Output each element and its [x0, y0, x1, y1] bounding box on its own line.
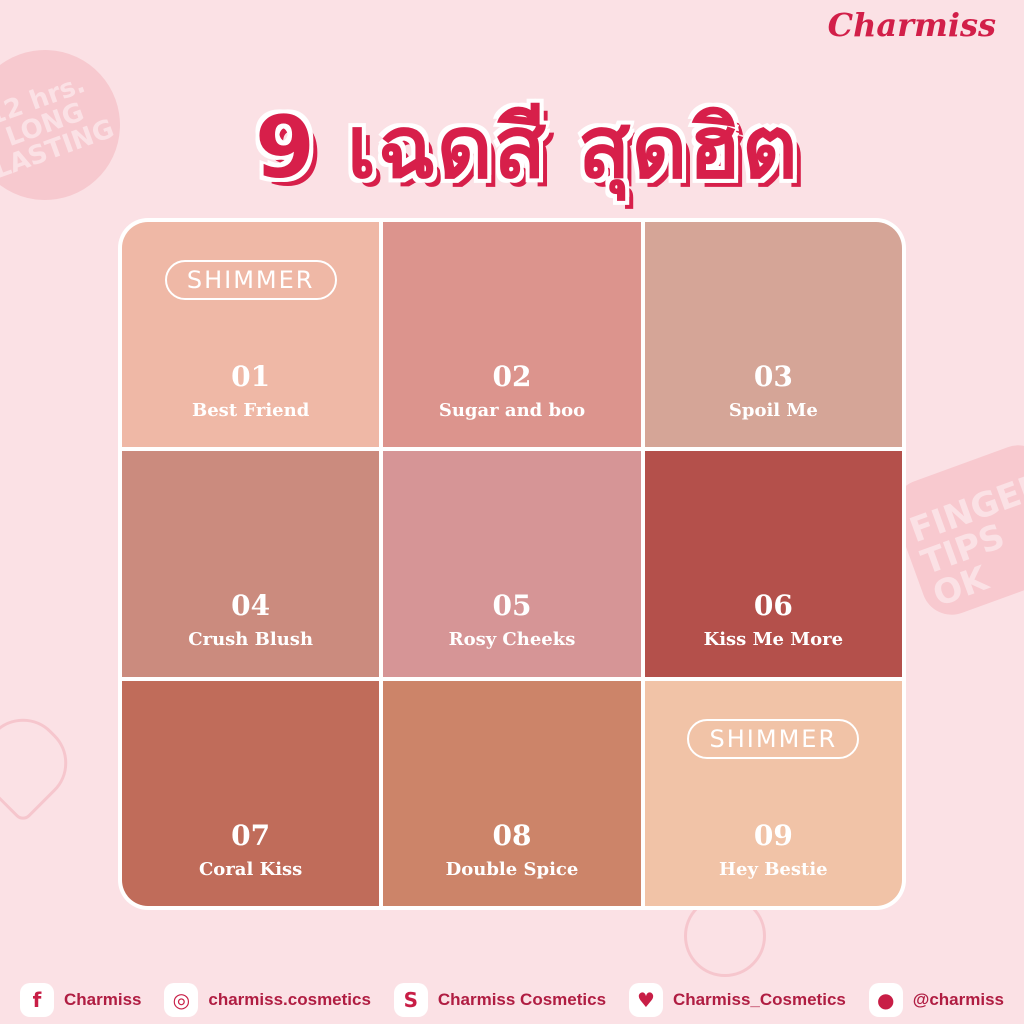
shade-number: 02: [492, 360, 532, 393]
long-lasting-badge: 12 hrs. LONG LASTING: [0, 28, 142, 222]
social-label: Charmiss Cosmetics: [437, 990, 607, 1009]
shade-name: Hey Bestie: [719, 858, 828, 880]
facebook-icon: f: [20, 983, 54, 1017]
social-link[interactable]: ◎ charmiss.cosmetics: [164, 983, 371, 1017]
shade-number: 06: [753, 589, 793, 623]
shade-number: 01: [231, 360, 271, 393]
shade-number: 08: [492, 818, 532, 852]
shade-number: 05: [492, 589, 532, 623]
shade-swatch: 08 Double Spice: [383, 680, 641, 906]
shade-number: 03: [753, 360, 793, 393]
social-link[interactable]: f Charmiss: [20, 983, 141, 1017]
social-label: Charmiss_Cosmetics: [672, 990, 846, 1009]
social-footer: f Charmiss ◎ charmiss.cosmetics S Charmiss Co…: [20, 983, 1004, 1017]
social-label: @charmiss: [912, 990, 1004, 1009]
shade-swatch: 06 Kiss Me More: [644, 451, 902, 677]
instagram-icon: ◎: [164, 983, 199, 1017]
shade-name: Crush Blush: [188, 629, 314, 651]
shade-name: Double Spice: [445, 858, 579, 880]
shade-swatch: 05 Rosy Cheeks: [383, 451, 641, 677]
shade-name: Best Friend: [192, 400, 310, 421]
shimmer-tag: SHIMMER: [687, 718, 860, 759]
social-link[interactable]: ● @charmiss: [868, 983, 1004, 1017]
heart-icon: [0, 702, 84, 824]
shade-name: Sugar and boo: [438, 400, 586, 421]
shade-swatch: 02 Sugar and boo: [383, 222, 641, 448]
shade-swatch: SHIMMER 09 Hey Bestie: [644, 680, 902, 906]
shade-name: Kiss Me More: [703, 629, 844, 651]
shade-swatch: 04 Crush Blush: [122, 451, 380, 677]
shade-name: Rosy Cheeks: [448, 629, 576, 651]
social-label: charmiss.cosmetics: [208, 990, 371, 1009]
page-title: 9 เฉดสี สุดฮิต: [255, 98, 799, 198]
finger-tips-badge: FINGER TIPS OK: [885, 436, 1024, 624]
social-link[interactable]: S Charmiss Cosmetics: [393, 983, 607, 1017]
brand-logo: Charmiss: [827, 6, 996, 44]
shade-swatch: SHIMMER 01 Best Friend: [122, 222, 380, 448]
shade-number: 09: [753, 818, 793, 852]
social-label: Charmiss: [64, 990, 142, 1009]
shade-name: Spoil Me: [728, 400, 818, 421]
shade-number: 04: [231, 589, 271, 623]
lazada-icon: ♥: [628, 983, 663, 1017]
shade-grid: SHIMMER 01 Best Friend 02 Sugar and boo 03 Spo…: [118, 218, 906, 910]
shimmer-tag: SHIMMER: [164, 260, 337, 300]
shade-name: Coral Kiss: [198, 858, 303, 880]
shopee-icon: S: [393, 983, 428, 1017]
shade-swatch: 03 Spoil Me: [644, 222, 902, 448]
shade-swatch: 07 Coral Kiss: [122, 680, 380, 906]
line-icon: ●: [868, 983, 903, 1017]
social-link[interactable]: ♥ Charmiss_Cosmetics: [628, 983, 846, 1017]
shade-number: 07: [231, 818, 271, 852]
